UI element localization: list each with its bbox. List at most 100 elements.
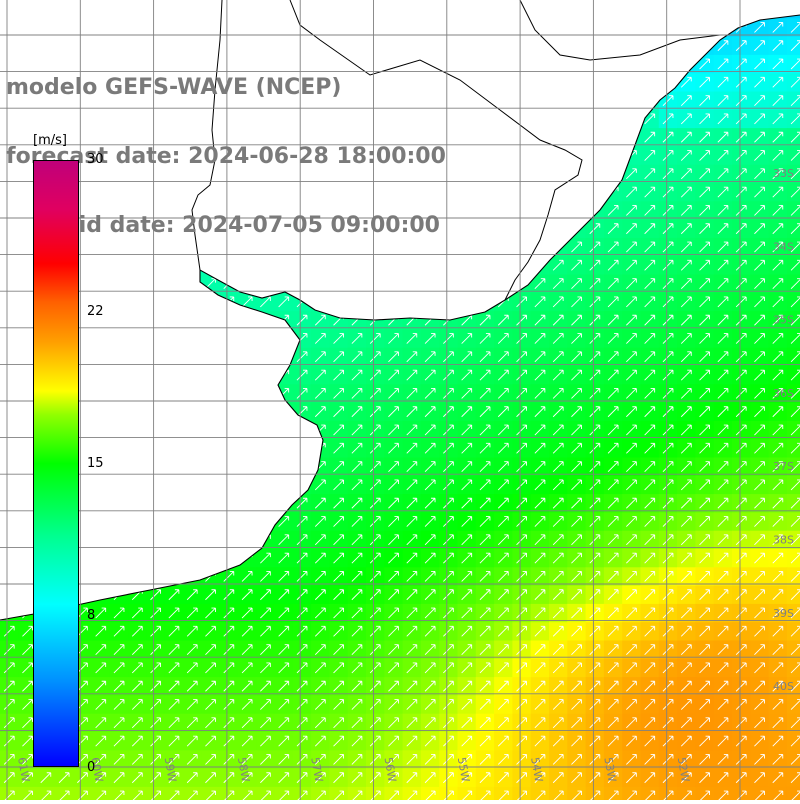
wind-arrow [662,589,674,601]
wind-arrow [772,278,784,289]
wind-arrow [717,680,729,692]
wind-arrow [296,589,308,601]
wind-arrow [461,497,473,509]
wind-arrow [626,497,637,509]
field-cell [786,622,800,642]
wind-arrow [790,571,800,582]
wind-arrow [790,625,800,637]
wind-arrow [717,717,729,729]
wind-arrow [150,607,161,619]
wind-arrow [790,534,800,546]
wind-arrow [735,607,747,619]
field-cell [585,786,605,800]
wind-arrow [607,296,619,308]
wind-arrow [424,369,436,381]
wind-arrow [735,589,747,601]
longitude-label: 56W [382,756,399,783]
wind-arrow [516,680,527,692]
wind-arrow [333,388,344,399]
wind-arrow [497,589,509,601]
wind-arrow [406,571,418,582]
wind-arrow [205,607,216,619]
wind-arrow [754,205,765,216]
wind-arrow [424,442,436,454]
wind-arrow [680,278,692,289]
wind-arrow [699,442,710,454]
wind-arrow [717,296,729,308]
wind-arrow [699,388,710,399]
colorbar-tick-15: 15 [87,456,104,471]
wind-arrow [333,680,344,692]
wind-arrow [314,735,326,747]
wind-arrow [571,717,582,729]
wind-arrow [644,442,656,454]
wind-arrow [333,479,344,491]
wind-arrow [644,754,656,765]
wind-arrow [113,644,125,655]
wind-arrow [589,406,601,418]
wind-arrow [717,479,729,491]
wind-arrow [571,589,582,601]
wind-arrow [699,296,710,308]
wind-arrow [516,296,527,308]
wind-arrow [186,735,198,747]
field-cell [786,15,800,19]
wind-arrow [296,717,308,729]
field-cell [128,786,147,800]
wind-arrow [351,333,363,344]
wind-arrow [571,625,582,637]
wind-arrow [351,388,363,399]
wind-arrow [77,662,88,674]
wind-arrow [589,717,601,729]
wind-arrow [754,625,765,637]
wind-arrow [168,589,180,601]
wind-arrow [589,369,601,381]
wind-arrow [735,516,747,527]
wind-arrow [754,168,765,180]
wind-arrow [443,516,454,527]
longitude-label: 57W [308,756,325,783]
wind-arrow [95,644,107,655]
field-cell [786,274,800,294]
wind-arrow [626,333,637,344]
wind-arrow [296,644,308,655]
wind-arrow [644,296,656,308]
wind-arrow [406,644,418,655]
wind-arrow [278,717,290,729]
field-cell [183,786,202,800]
wind-arrow [754,662,765,674]
colorbar-tick-30: 30 [87,152,104,167]
wind-arrow [516,461,527,472]
wind-arrow [680,699,692,710]
wind-arrow [406,461,418,472]
wind-arrow [461,534,473,546]
wind-arrow [516,333,527,344]
wind-arrow [552,516,564,527]
wind-arrow [735,259,747,271]
wind-arrow [443,333,454,344]
wind-arrow [150,589,161,601]
field-cell [786,146,800,166]
wind-arrow [772,735,784,747]
wind-arrow [589,497,601,509]
wind-arrow [772,699,784,710]
wind-arrow [369,699,381,710]
wind-arrow [479,534,491,546]
wind-arrow [333,351,344,363]
graticule-labels: 33S 34S 35S 36S 37S 38S 39S 40S 61W 60W 59W 58W 57W 5… [15,167,794,783]
wind-arrow [150,680,161,692]
wind-arrow [626,406,637,418]
wind-arrow [388,351,399,363]
wind-arrow [571,406,582,418]
wind-arrow [131,754,143,765]
wind-arrow [314,351,326,363]
wind-arrow [717,186,729,198]
wind-arrow [662,296,674,308]
wind-arrow [607,644,619,655]
wind-arrow [314,662,326,674]
field-cell [146,786,166,800]
wind-arrow [772,388,784,399]
wind-arrow [571,699,582,710]
wind-arrow [406,589,418,601]
wind-arrow [241,571,253,582]
